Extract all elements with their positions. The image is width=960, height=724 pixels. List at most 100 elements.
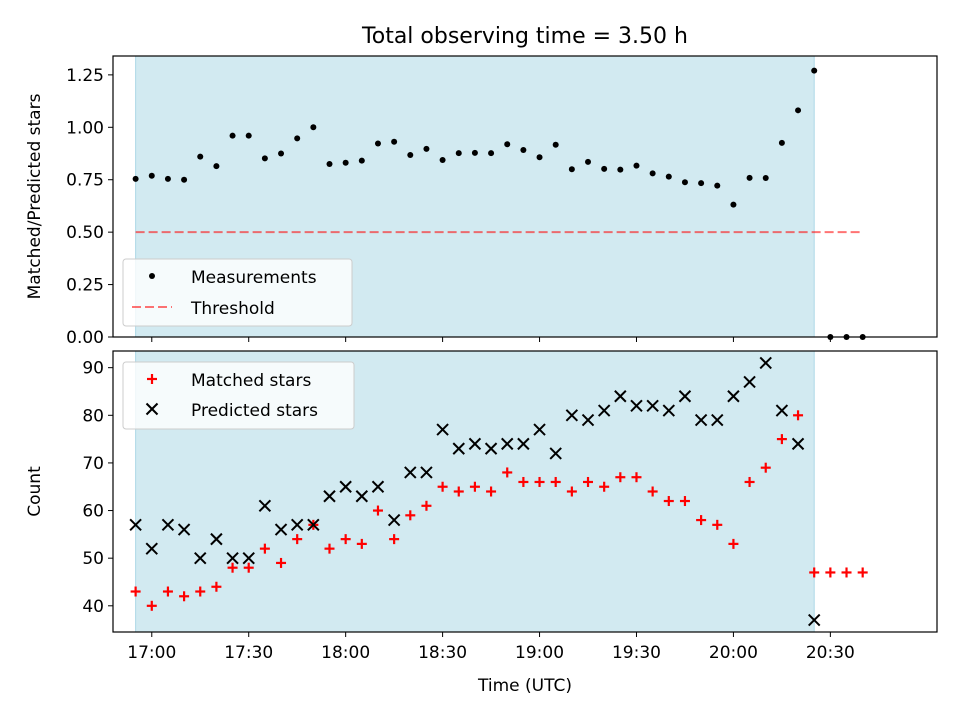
matched-point (712, 519, 723, 530)
predicted-point (258, 499, 272, 512)
y-tick-label: 1.25 (66, 66, 104, 86)
legend: Measurements Threshold (122, 258, 353, 327)
matched-point (421, 500, 432, 511)
measurement-point (455, 150, 462, 157)
predicted-point (791, 437, 805, 451)
x-tick-label: 18:00 (321, 643, 370, 663)
measurement-point (261, 155, 268, 162)
matched-point (486, 486, 497, 497)
predicted-point (242, 551, 255, 565)
predicted-point (484, 442, 498, 455)
legend-label: Matched stars (191, 371, 311, 391)
predicted-point (501, 437, 514, 451)
matched-point (518, 476, 529, 487)
matched-point (130, 586, 141, 597)
matched-point (647, 486, 658, 497)
measurement-point (391, 138, 398, 145)
matched-point (615, 472, 626, 483)
measurement-point (633, 162, 640, 169)
measurements-series (132, 67, 866, 340)
y-tick-label: 60 (82, 502, 104, 522)
predicted-point (145, 542, 158, 555)
y-tick-label: 0.50 (66, 223, 104, 243)
matched-point (599, 481, 610, 492)
predicted-point (727, 390, 740, 403)
figure-title: Total observing time = 3.50 h (361, 24, 688, 49)
predicted-point (290, 518, 304, 532)
matched-point (696, 515, 707, 526)
legend: Matched stars Predicted stars (122, 361, 355, 430)
measurement-point (698, 180, 705, 187)
y-tick-label: 40 (82, 597, 104, 617)
measurement-point (811, 67, 818, 74)
measurement-point (326, 160, 333, 167)
predicted-point (775, 404, 789, 417)
predicted-point (129, 518, 142, 532)
y-tick-label: 80 (82, 406, 104, 426)
measurement-point (229, 132, 236, 139)
matched-point (776, 434, 787, 445)
measurement-point (520, 146, 527, 153)
y-tick-label: 50 (82, 549, 104, 569)
legend-label: Measurements (191, 268, 317, 288)
matched-point (728, 538, 739, 549)
measurement-point (423, 145, 430, 152)
matched-point (292, 534, 303, 545)
predicted-point (371, 480, 385, 493)
measurement-point (132, 175, 139, 182)
measurement-point (310, 124, 317, 131)
matched-point (631, 472, 642, 483)
measurement-point (148, 172, 155, 179)
predicted-point (808, 613, 821, 627)
predicted-point (177, 523, 191, 536)
x-tick-label: 19:30 (612, 643, 661, 663)
predicted-point (323, 490, 336, 503)
x-tick-label: 20:30 (806, 643, 855, 663)
predicted-point (662, 404, 676, 417)
y-tick-label: 0.75 (66, 171, 104, 191)
measurement-point (746, 174, 753, 181)
matched-point (502, 467, 513, 478)
x-tick-label: 18:30 (418, 643, 467, 663)
predicted-point (678, 390, 692, 403)
legend-label: Predicted stars (191, 401, 318, 421)
predicted-point (549, 447, 562, 460)
y-tick-label: 0.00 (66, 328, 104, 348)
matched-point (162, 586, 173, 597)
measurement-point (471, 149, 478, 156)
measurement-point (762, 175, 769, 182)
matched-point (469, 481, 480, 492)
matched-point (372, 505, 383, 516)
matched-point (340, 534, 351, 545)
measurement-point (181, 176, 188, 183)
top-panel: 0.00 0.25 0.50 0.75 1.00 1.25 Matched/Predicte… (25, 55, 938, 348)
measurement-point (536, 154, 543, 161)
legend-box (122, 258, 353, 327)
predicted-point (468, 437, 482, 451)
predicted-point (194, 551, 207, 565)
predicted-point (161, 518, 175, 532)
matched-point (857, 567, 868, 578)
y-axis-label: Count (25, 466, 45, 517)
predicted-point (711, 413, 724, 427)
matched-point (453, 486, 464, 497)
matched-point (243, 562, 254, 573)
matched-point (146, 600, 157, 611)
measurement-point (213, 163, 220, 170)
measurement-point (342, 159, 349, 166)
matched-point (534, 476, 545, 487)
y-tick-label: 70 (82, 454, 104, 474)
legend-box (122, 361, 355, 430)
predicted-point (210, 532, 223, 546)
predicted-point (404, 466, 417, 479)
predicted-point (420, 466, 433, 479)
predicted-point (743, 375, 756, 389)
measurement-point (278, 150, 285, 157)
matched-point (405, 510, 416, 521)
matched-point (437, 481, 448, 492)
matched-point (211, 581, 222, 592)
matched-point (259, 543, 270, 554)
measurement-point (649, 170, 656, 177)
measurement-point (795, 107, 802, 114)
